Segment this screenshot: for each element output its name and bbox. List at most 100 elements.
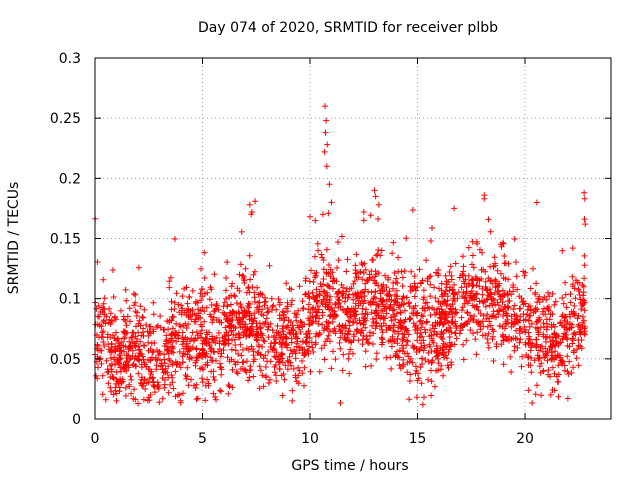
data-point: [308, 339, 315, 346]
data-point: [309, 305, 316, 312]
data-point: [379, 339, 386, 346]
data-point: [498, 270, 504, 277]
data-point: [570, 347, 577, 354]
data-point: [312, 274, 318, 281]
data-point: [459, 304, 466, 311]
data-point: [508, 323, 515, 330]
data-point: [263, 315, 270, 322]
data-point: [198, 334, 205, 341]
data-point: [517, 336, 524, 343]
data-point: [382, 315, 389, 322]
data-point: [512, 259, 519, 266]
data-point: [290, 365, 297, 372]
data-point: [564, 353, 571, 360]
data-point: [494, 267, 501, 274]
data-point: [193, 346, 200, 353]
data-point: [522, 269, 529, 276]
data-point: [463, 288, 470, 295]
data-point: [571, 285, 578, 292]
data-point: [362, 324, 369, 331]
data-point: [120, 342, 127, 349]
data-point: [438, 331, 445, 338]
data-point: [542, 345, 549, 352]
data-point: [194, 332, 201, 339]
data-point: [473, 238, 480, 245]
data-point: [272, 372, 279, 379]
data-point: [305, 347, 312, 354]
data-point: [404, 369, 411, 376]
data-point: [306, 335, 313, 341]
data-point: [302, 291, 309, 298]
y-tick-label: 0: [72, 412, 81, 428]
data-point: [169, 325, 176, 332]
data-point: [113, 380, 120, 387]
data-point: [239, 272, 246, 279]
data-point: [250, 352, 257, 359]
data-point: [455, 289, 462, 296]
data-point: [257, 291, 264, 298]
data-point: [168, 298, 175, 305]
data-point: [248, 343, 255, 350]
data-point: [389, 307, 396, 314]
data-point: [506, 297, 513, 304]
data-point: [175, 301, 182, 308]
data-point: [409, 359, 416, 366]
data-point: [392, 279, 399, 286]
data-point: [325, 326, 331, 333]
data-point: [212, 339, 219, 346]
data-point: [559, 358, 566, 365]
data-point: [212, 394, 219, 400]
data-point: [473, 319, 480, 326]
data-point: [329, 269, 336, 276]
data-point: [289, 397, 296, 404]
data-point: [111, 314, 118, 321]
data-point: [112, 316, 119, 323]
data-point: [135, 264, 142, 271]
data-point: [132, 363, 139, 370]
data-point: [213, 301, 220, 307]
data-point: [395, 304, 402, 311]
data-point: [282, 362, 289, 369]
data-point: [343, 285, 350, 292]
data-point: [284, 344, 291, 351]
data-point: [183, 325, 190, 331]
data-point: [474, 277, 481, 284]
data-point: [346, 328, 353, 335]
data-point: [504, 316, 511, 323]
data-point: [150, 311, 157, 318]
data-point: [111, 354, 118, 361]
data-point: [228, 301, 234, 308]
data-point: [324, 141, 331, 148]
x-tick-label: 0: [91, 431, 100, 447]
data-point: [540, 368, 547, 375]
data-point: [326, 284, 333, 290]
data-point: [440, 346, 447, 353]
data-point: [534, 382, 540, 389]
data-point: [527, 285, 534, 292]
data-point: [348, 339, 355, 346]
data-point: [390, 338, 397, 345]
data-point: [446, 284, 453, 291]
data-point: [426, 341, 433, 348]
data-point: [284, 366, 291, 373]
data-point: [296, 347, 303, 354]
data-point: [196, 350, 203, 357]
data-point: [375, 303, 382, 309]
data-point: [492, 301, 499, 308]
data-point: [185, 382, 192, 389]
data-point: [116, 356, 123, 363]
data-point: [363, 306, 370, 313]
data-point: [458, 284, 465, 291]
data-point: [387, 314, 394, 321]
data-point: [395, 324, 402, 331]
data-point: [519, 299, 526, 305]
data-point: [513, 273, 520, 280]
data-point: [460, 356, 467, 363]
data-point: [510, 284, 517, 291]
data-point: [419, 355, 425, 362]
data-point: [168, 372, 175, 379]
data-point: [394, 280, 401, 287]
data-point: [383, 292, 390, 299]
data-point: [145, 332, 152, 339]
